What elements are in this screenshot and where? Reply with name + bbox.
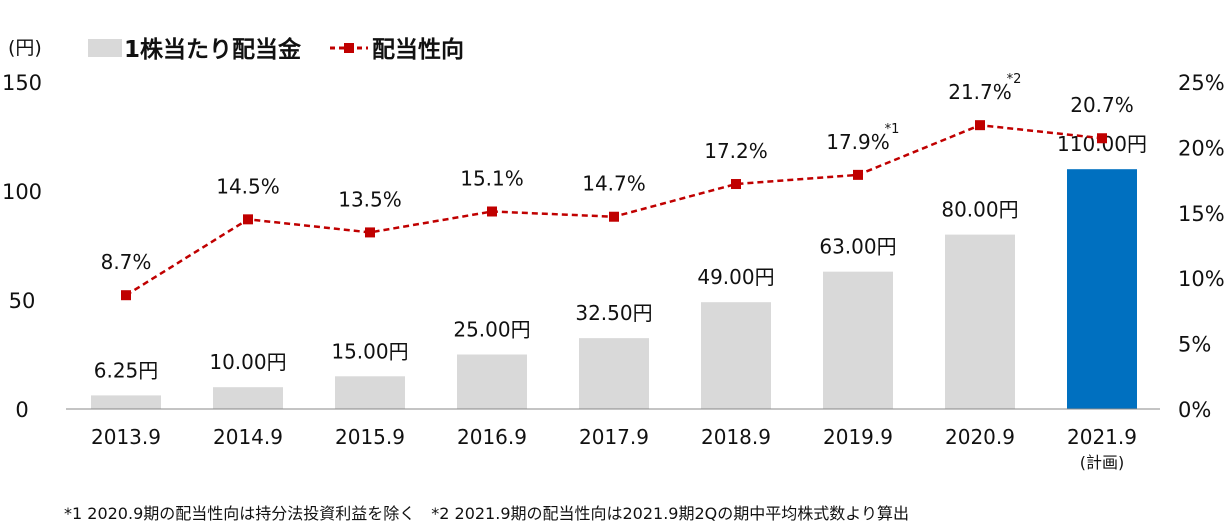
legend: 1株当たり配当金 配当性向 [88,36,464,63]
x-tick-2018.9: 2018.9 [701,425,771,449]
bar-2019.9 [823,271,893,409]
bar-2020.9 [945,234,1015,409]
bar-label-2016.9: 25.00円 [453,318,530,342]
payout-ratio-series [121,120,1107,301]
payout-ratio-label-2020.9: 21.7% [948,80,1012,104]
payout-ratio-label-2016.9: 15.1% [460,166,524,190]
payout-ratio-footnote-mark-2020.9: *2 [1007,72,1022,87]
x-tick-2019.9: 2019.9 [823,425,893,449]
y-left-tick-0: 0 [15,398,28,422]
payout-ratio-label-2021.9: 20.7% [1070,93,1134,117]
payout-ratio-marker-2017.9 [609,211,619,222]
footnote: *1 2020.9期の配当性向は持分法投資利益を除く *2 2021.9期の配当… [64,504,909,523]
payout-ratio-footnote-mark-2019.9: *1 [885,122,900,137]
y-right-tick-15%: 15% [1178,202,1225,226]
x-axis-tick-labels: 2013.9 2014.9 2015.9 2016.9 2017.9 2018.9 2019… [91,425,1137,472]
payout-ratio-labels: 8.7% 14.5% 13.5% 15.1% 14.7% 17.2% 17.9%*1 21.7… [101,72,1134,274]
bar-label-2015.9: 15.00円 [331,339,408,363]
bar-label-2014.9: 10.00円 [209,350,286,374]
bar-label-2019.9: 63.00円 [819,235,896,259]
legend-line-marker [344,43,354,53]
x-sublabel-2021.9: (計画) [1080,453,1125,472]
x-tick-2015.9: 2015.9 [335,425,405,449]
payout-ratio-label-2015.9: 13.5% [338,187,402,211]
legend-bar-swatch [88,39,122,57]
y-axis-left-unit: (円) [8,37,42,59]
x-tick-2017.9: 2017.9 [579,425,649,449]
payout-ratio-marker-2015.9 [365,227,375,238]
bar-2015.9 [335,376,405,409]
payout-ratio-marker-2013.9 [121,290,131,301]
y-right-tick-20%: 20% [1178,136,1225,160]
bar-label-2020.9: 80.00円 [941,198,1018,222]
x-tick-2013.9: 2013.9 [91,425,161,449]
y-axis-right-tick-labels: 0% 5% 10% 15% 20% 25% [1178,71,1225,422]
y-right-tick-25%: 25% [1178,71,1225,95]
payout-ratio-marker-2019.9 [853,169,863,180]
payout-ratio-marker-2021.9 [1097,133,1107,144]
y-left-tick-100: 100 [2,180,42,204]
y-left-tick-50: 50 [9,289,36,313]
bar-2021.9 [1067,169,1137,409]
payout-ratio-marker-2020.9 [975,120,985,131]
payout-ratio-marker-2014.9 [243,214,253,225]
bar-2016.9 [457,354,527,409]
payout-ratio-label-2017.9: 14.7% [582,172,646,196]
legend-bar-label: 1株当たり配当金 [124,36,302,63]
payout-ratio-label-2013.9: 8.7% [101,250,152,274]
y-right-tick-5%: 5% [1178,333,1211,357]
x-tick-2021.9: 2021.9 [1067,425,1137,449]
y-left-tick-150: 150 [2,71,42,95]
payout-ratio-marker-2016.9 [487,206,497,217]
bar-2017.9 [579,338,649,409]
payout-ratio-label-2019.9: 17.9% [826,130,890,154]
x-tick-2016.9: 2016.9 [457,425,527,449]
y-right-tick-10%: 10% [1178,267,1225,291]
y-axis-left-tick-labels: 0 50 100 150 [2,71,42,422]
x-tick-2014.9: 2014.9 [213,425,283,449]
bar-2014.9 [213,387,283,409]
bar-2013.9 [91,395,161,409]
bar-label-2017.9: 32.50円 [575,301,652,325]
bar-series [91,169,1137,409]
payout-ratio-label-2014.9: 14.5% [216,174,280,198]
x-tick-2020.9: 2020.9 [945,425,1015,449]
bar-label-2013.9: 6.25円 [94,358,159,382]
bar-2018.9 [701,302,771,409]
bar-value-labels: 6.25円 10.00円 15.00円 25.00円 32.50円 49.00円 63.00… [94,132,1147,382]
legend-line-label: 配当性向 [372,36,464,63]
payout-ratio-label-2018.9: 17.2% [704,139,768,163]
y-right-tick-0%: 0% [1178,398,1211,422]
bar-label-2018.9: 49.00円 [697,265,774,289]
payout-ratio-marker-2018.9 [731,179,741,190]
